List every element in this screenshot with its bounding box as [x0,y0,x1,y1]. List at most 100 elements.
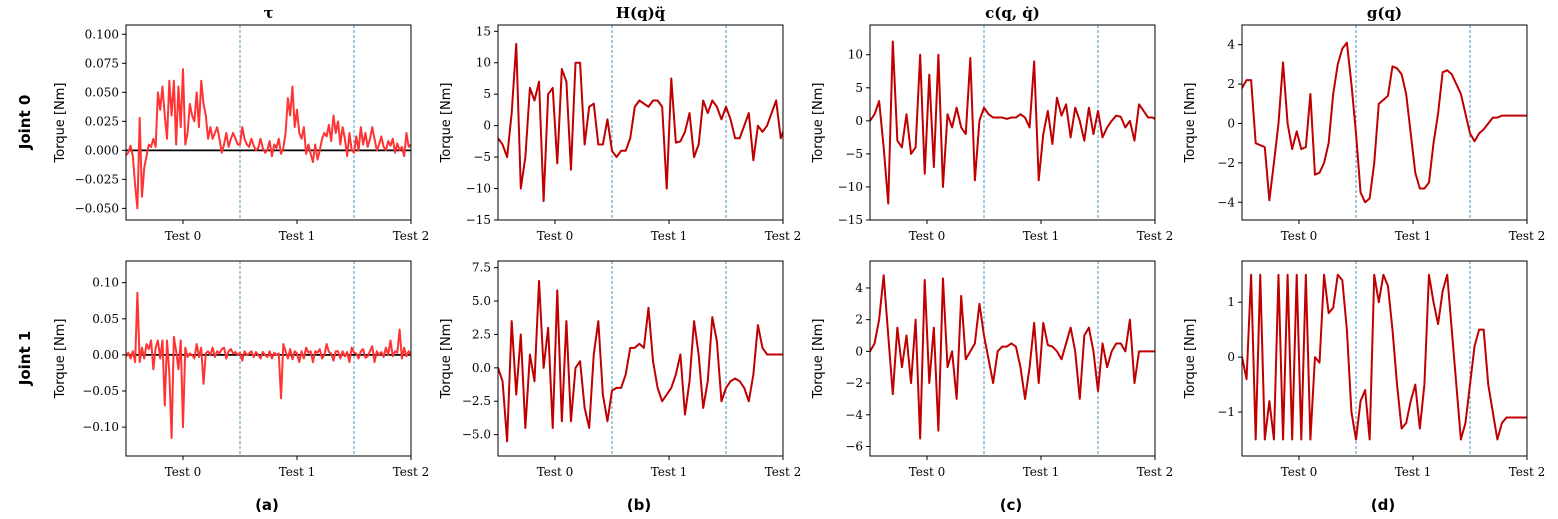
axes-frame [1241,24,1528,221]
x-tick-label: Test 0 [165,465,202,479]
chart-title: H(q)q̈ [616,4,666,22]
panel-label-c: (c) [1000,496,1023,514]
y-tick-label: −5 [845,147,863,161]
y-axis-label: Torque [Nm] [53,319,68,400]
x-tick-label: Test 0 [1281,465,1318,479]
axes-frame [125,24,412,221]
y-tick-label: 0.0 [472,361,491,375]
y-axis-label: Torque [Nm] [1183,83,1198,164]
y-axis-label: Torque [Nm] [811,83,826,164]
y-tick-label: 0 [855,344,863,358]
chart-panel-2: H(q)q̈ Torque [Nm] 15 10 5 0 −5 −10 −15 Test 0 Tes… [439,4,801,243]
x-tick-label: Test 1 [651,465,688,479]
y-tick-label: −0.050 [75,201,119,215]
x-tick-label: Test 1 [651,229,688,243]
y-tick-label: −15 [466,213,491,227]
y-tick-label: 0.050 [85,85,119,99]
chart-panel-4: g(q) Torque [Nm] 4 2 0 −2 −4 Test 0 Test 1 Test 2 [1183,4,1545,243]
x-tick-label: Test 1 [279,465,316,479]
chart-panel-5: Torque [Nm] 0.10 0.05 0.00 −0.05 −0.10 Test 0 T… [53,260,430,479]
y-tick-label: 0.000 [85,143,119,157]
series-line [126,68,411,210]
plot-area [498,25,783,220]
y-tick-label: −4 [1217,195,1235,209]
x-tick-label: Test 1 [1023,465,1060,479]
chart-panel-7: Torque [Nm] 4 2 0 −2 −4 −6 Test 0 Test 1 Test 2 [811,260,1173,479]
y-tick-label: −4 [845,408,863,422]
y-tick-label: 0 [855,114,863,128]
y-tick-label: −15 [838,213,863,227]
chart-panel-6: Torque [Nm] 7.5 5.0 2.5 0.0 −2.5 −5.0 Test 0 Tes… [439,260,802,479]
y-tick-label: 5 [483,87,491,101]
chart-panel-8: Torque [Nm] 1 0 −1 Test 0 Test 1 Test 2 [1183,260,1545,479]
axes-frame [869,24,1156,221]
plot-area [1242,25,1527,220]
y-tick-label: 0.10 [92,276,119,290]
x-tick-label: Test 2 [1509,229,1546,243]
axes-frame [1241,260,1528,457]
y-tick-label: −0.10 [82,420,119,434]
y-tick-label: 0.025 [85,114,119,128]
y-tick-label: 10 [848,48,863,62]
series-line [498,42,783,203]
chart-title: g(q) [1367,4,1402,22]
x-tick-label: Test 1 [279,229,316,243]
plot-area [126,261,411,456]
panel-label-a: (a) [255,496,279,514]
y-tick-label: 15 [476,24,491,38]
y-axis-label: Torque [Nm] [811,319,826,400]
y-tick-label: 0.075 [85,56,119,70]
plot-area [870,261,1155,456]
y-tick-label: 0.00 [92,348,119,362]
y-tick-label: 10 [476,56,491,70]
y-tick-label: −2 [845,376,863,390]
y-tick-label: −2.5 [462,394,491,408]
y-axis-label: Torque [Nm] [53,83,68,164]
row-label-joint-1: Joint 1 [16,331,34,387]
series-line [870,274,1155,440]
y-tick-label: 4 [1227,38,1235,52]
x-tick-label: Test 2 [765,229,802,243]
x-tick-label: Test 0 [909,465,946,479]
y-tick-label: 2 [1227,77,1235,91]
y-tick-label: 5.0 [472,294,491,308]
chart-panel-1: τ Torque [Nm] 0.100 0.075 0.050 0.025 0.000 −0.… [53,4,429,243]
x-tick-label: Test 1 [1395,229,1432,243]
y-axis-label: Torque [Nm] [1183,319,1198,400]
y-tick-label: 1 [1227,295,1235,309]
y-tick-label: 0.05 [92,312,119,326]
plot-area [1242,261,1527,456]
y-tick-label: 0 [483,119,491,133]
y-tick-label: 4 [855,281,863,295]
plot-area [870,25,1155,220]
x-tick-label: Test 2 [765,465,802,479]
axes-frame [497,24,784,221]
y-tick-label: −0.05 [82,384,119,398]
x-tick-label: Test 1 [1395,465,1432,479]
y-tick-label: 0 [1227,350,1235,364]
chart-title: τ [263,4,273,22]
axes-frame [869,260,1156,457]
series-line [498,280,783,443]
x-tick-label: Test 0 [537,229,574,243]
series-line [126,291,411,439]
row-label-joint-0: Joint 0 [16,95,34,151]
y-tick-label: 7.5 [472,261,491,275]
x-tick-label: Test 2 [1137,229,1174,243]
y-tick-label: 2.5 [472,327,491,341]
y-tick-label: −5 [473,150,491,164]
y-tick-label: 2 [855,313,863,327]
y-tick-label: 5 [855,81,863,95]
y-tick-label: −0.025 [75,172,119,186]
plot-area [498,261,783,456]
chart-title: c(q, q̇) [985,4,1040,22]
series-line [1242,41,1527,204]
y-axis-label: Torque [Nm] [439,83,454,164]
panel-label-b: (b) [627,496,651,514]
series-line [1242,273,1527,441]
x-tick-label: Test 2 [393,465,430,479]
axes-frame [497,260,784,457]
panel-label-d: (d) [1371,496,1395,514]
